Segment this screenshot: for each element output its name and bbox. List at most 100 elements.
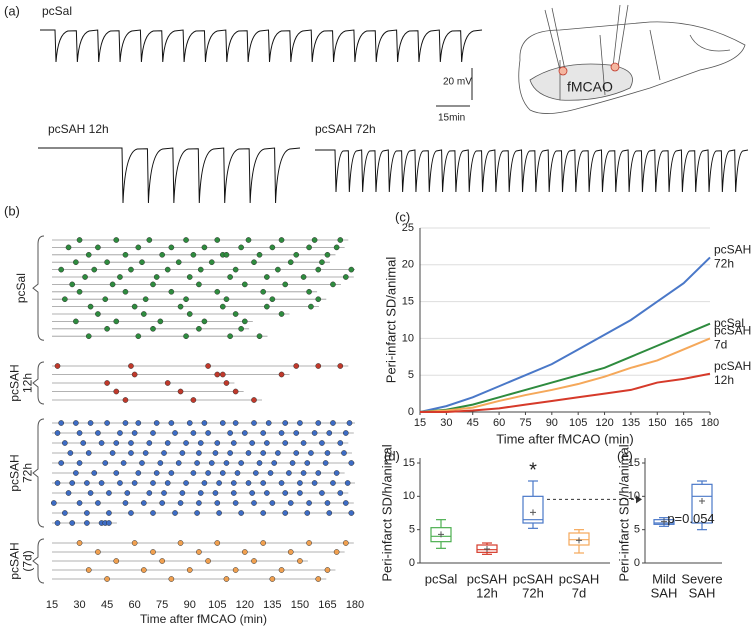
x-tick-label: 45 — [467, 417, 479, 429]
event-dot — [230, 480, 237, 486]
event-dot — [315, 470, 322, 476]
x-tick-label: 60 — [129, 599, 141, 611]
mean-marker — [576, 537, 582, 544]
event-dot — [348, 460, 355, 466]
event-dot — [306, 540, 312, 546]
event-dot — [76, 500, 83, 506]
group-label: pcSAH — [8, 364, 22, 401]
x-axis-label: Time after fMCAO (min) — [140, 612, 267, 626]
event-dot — [65, 490, 72, 496]
event-dot — [297, 558, 303, 564]
event-dot — [297, 420, 303, 426]
event-dot — [337, 363, 344, 369]
event-dot — [223, 460, 230, 466]
event-dot — [87, 303, 94, 310]
event-dot — [311, 430, 318, 436]
event-dot — [54, 520, 61, 526]
event-dot — [67, 450, 74, 456]
event-dot — [269, 244, 276, 251]
x-tick-label: 60 — [493, 417, 505, 429]
event-dot — [311, 480, 318, 486]
event-dot — [157, 318, 164, 325]
x-tick-label: 165 — [318, 599, 336, 611]
event-dot — [113, 440, 120, 446]
x-tick-label: SAH — [689, 585, 716, 600]
event-dot — [223, 296, 230, 303]
event-dot — [342, 500, 349, 506]
event-dot — [146, 440, 153, 446]
event-dot — [315, 576, 322, 582]
event-dot — [205, 558, 211, 564]
event-dot — [135, 333, 142, 340]
event-dot — [183, 237, 189, 243]
event-dot — [150, 325, 156, 332]
event-dot — [131, 303, 138, 310]
event-dot — [251, 259, 257, 266]
event-dot — [153, 470, 160, 476]
event-dot — [95, 244, 101, 251]
event-dot — [337, 490, 344, 496]
event-dot — [58, 266, 65, 273]
event-dot — [201, 318, 208, 325]
event-dot — [175, 460, 182, 466]
event-dot — [264, 303, 270, 310]
event-dot — [139, 460, 145, 466]
event-dot — [333, 470, 340, 476]
event-dot — [197, 440, 204, 446]
axes — [419, 228, 710, 413]
event-dot — [95, 500, 101, 506]
event-dot — [315, 266, 322, 273]
event-dot — [232, 311, 239, 317]
event-dot — [330, 281, 336, 288]
event-dot — [128, 510, 134, 516]
event-dot — [230, 440, 237, 446]
event-dot — [256, 333, 263, 340]
mean-marker — [484, 546, 490, 552]
event-dot — [142, 450, 149, 456]
event-dot — [164, 266, 171, 273]
event-dot — [73, 259, 79, 266]
event-dot — [342, 430, 349, 436]
event-dot — [113, 388, 120, 395]
arrowhead — [636, 495, 642, 504]
event-dot — [58, 460, 65, 466]
event-dot — [278, 237, 285, 243]
event-dot — [251, 420, 257, 426]
event-dot — [58, 420, 65, 426]
x-tick-label: 105 — [569, 417, 587, 429]
event-dot — [287, 549, 294, 555]
event-dot — [175, 259, 182, 266]
y-tick-label: 20 — [402, 259, 414, 271]
x-tick-label: 150 — [291, 599, 309, 611]
y-tick-label: 5 — [409, 524, 415, 536]
event-dot — [135, 470, 142, 476]
event-dot — [161, 450, 167, 456]
event-dot — [159, 251, 166, 258]
event-dot — [196, 281, 202, 288]
event-dot — [212, 490, 219, 496]
event-dot — [113, 237, 120, 243]
event-dot — [183, 333, 189, 340]
event-dot — [300, 274, 307, 280]
series-line — [419, 256, 711, 413]
event-dot — [177, 540, 184, 546]
event-dot — [122, 500, 129, 506]
x-tick-label: 135 — [263, 599, 281, 611]
event-dot — [102, 460, 109, 466]
x-tick-label: pcSAH — [467, 571, 507, 586]
event-dot — [106, 520, 112, 526]
event-dot — [164, 440, 171, 446]
series-label: pcSal — [714, 316, 744, 330]
event-dot — [104, 380, 110, 386]
x-tick-label: Mild — [652, 571, 676, 586]
event-dot — [256, 460, 263, 466]
mean-marker — [438, 531, 444, 538]
event-dot — [264, 274, 270, 280]
group-label: pcSAH — [8, 454, 22, 491]
event-dot — [177, 303, 184, 310]
event-dot — [293, 430, 300, 436]
event-dot — [315, 296, 322, 303]
event-dot — [164, 380, 171, 386]
event-dot — [164, 480, 171, 486]
event-dot — [190, 397, 197, 403]
